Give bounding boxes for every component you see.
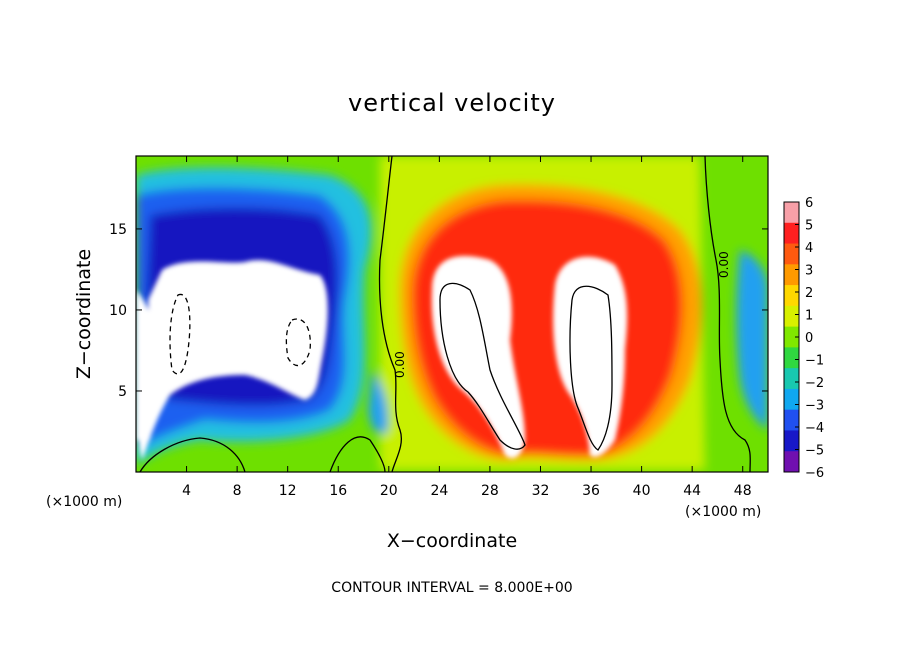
x-tick-label: 32 (532, 483, 550, 499)
contour-interval-note: CONTOUR INTERVAL = 8.000E+00 (331, 580, 572, 596)
x-unit-right: (×1000 m) (685, 504, 761, 520)
colorbar-tick-label: −2 (805, 376, 824, 391)
colorbar-swatch (784, 202, 799, 224)
colorbar-tick-label: −3 (805, 399, 824, 414)
x-tick-label: 4 (182, 483, 191, 499)
contour-label-east: 0.00 (717, 251, 731, 278)
x-tick-label: 20 (380, 483, 398, 499)
updraft-contour-west (439, 282, 526, 450)
colorbar-tick-label: 4 (805, 241, 813, 256)
colorbar-swatch (784, 326, 799, 348)
x-axis-ticks: 4 8 12 16 20 24 28 32 36 40 44 48 (182, 156, 752, 499)
colorbar-swatch (784, 347, 799, 369)
x-tick-label: 12 (279, 483, 297, 499)
mid-downdraft (368, 370, 389, 434)
colorbar-tick-label: 6 (805, 196, 813, 211)
colorbar-tick-label: 5 (805, 219, 813, 234)
x-axis-label: X−coordinate (387, 530, 517, 552)
colorbar: 6 5 4 3 2 1 0 −1 −2 −3 −4 −5 −6 (783, 196, 824, 481)
colorbar-tick-label: −6 (805, 466, 824, 481)
contour-label-west: 0.00 (393, 351, 407, 378)
downdraft-contour-dashed (169, 293, 191, 375)
plot-frame (135, 155, 769, 473)
left-edge-core (136, 290, 159, 440)
colorbar-swatch (784, 409, 799, 431)
zero-contour-east (704, 156, 751, 472)
colorbar-tick-label: 3 (805, 264, 813, 279)
y-tick-label: 5 (118, 384, 127, 400)
downdraft-saturated-core (137, 260, 328, 460)
updraft-contour-east (569, 285, 613, 451)
x-tick-label: 8 (233, 483, 242, 499)
x-tick-label: 40 (633, 483, 651, 499)
x-tick-label: 44 (683, 483, 701, 499)
y-tick-label: 15 (109, 222, 127, 238)
right-downdraft (736, 250, 768, 430)
velocity-field (136, 156, 768, 472)
colorbar-tick-label: 0 (805, 331, 813, 346)
colorbar-tick-label: −5 (805, 444, 824, 459)
colorbar-swatch (784, 264, 799, 286)
colorbar-swatch (784, 243, 799, 265)
contour-lines (139, 156, 751, 472)
colorbar-tick-label: 1 (805, 309, 813, 324)
surface-contour (139, 436, 386, 472)
colorbar-swatch (784, 222, 799, 245)
colorbar-tick-label: −4 (805, 421, 824, 436)
colorbar-swatch (784, 368, 799, 390)
colorbar-swatch (784, 430, 799, 452)
colorbar-swatch (784, 388, 799, 411)
colorbar-swatch (784, 305, 799, 328)
x-tick-label: 36 (582, 483, 600, 499)
y-tick-label: 10 (109, 303, 127, 319)
x-tick-label: 28 (481, 483, 499, 499)
x-tick-label: 24 (430, 483, 448, 499)
contour-labels: 0.00 0.00 (393, 251, 731, 378)
y-axis-label: Z−coordinate (73, 249, 95, 379)
colorbar-tick-label: 2 (805, 286, 813, 301)
x-tick-label: 16 (329, 483, 347, 499)
chart-title: vertical velocity (348, 89, 556, 117)
colorbar-swatch (784, 451, 799, 473)
zero-contour-west (378, 156, 402, 472)
updraft-core-west (431, 255, 525, 459)
x-unit-left: (×1000 m) (46, 494, 122, 510)
y-axis-ticks: 5 10 15 (109, 222, 768, 400)
x-tick-label: 48 (734, 483, 752, 499)
colorbar-swatch (784, 285, 799, 307)
colorbar-tick-label: −1 (805, 354, 824, 369)
